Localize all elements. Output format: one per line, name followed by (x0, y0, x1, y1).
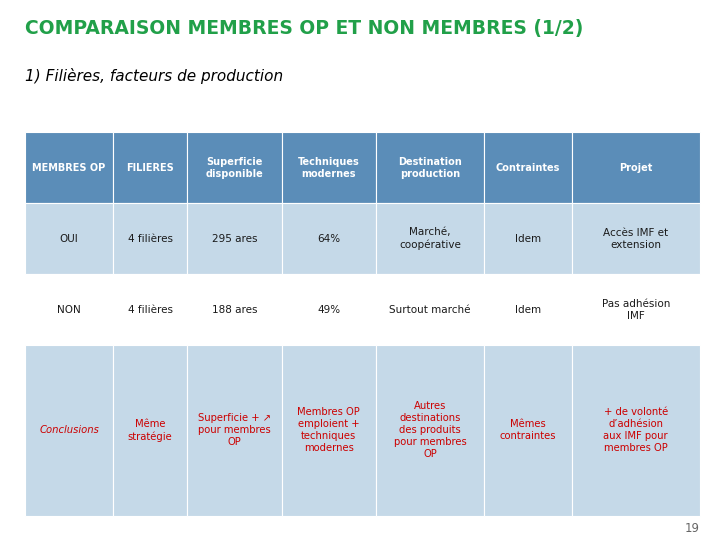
Text: MEMBRES OP: MEMBRES OP (32, 163, 106, 173)
Bar (484, 274, 572, 345)
Bar (572, 203, 700, 274)
Text: 19: 19 (685, 522, 700, 535)
Text: Accès IMF et
extension: Accès IMF et extension (603, 228, 668, 249)
Bar (187, 274, 282, 345)
Text: + de volonté
d’adhésion
aux IMF pour
membres OP: + de volonté d’adhésion aux IMF pour mem… (603, 407, 668, 454)
Text: Conclusions: Conclusions (39, 426, 99, 435)
Bar (187, 203, 282, 274)
Bar (484, 132, 572, 203)
Bar (572, 274, 700, 345)
Text: Contraintes: Contraintes (495, 163, 560, 173)
Bar (484, 203, 572, 274)
Bar (113, 203, 187, 274)
Text: Superficie + ↗
pour membres
OP: Superficie + ↗ pour membres OP (198, 414, 271, 448)
Bar (25, 203, 113, 274)
Text: Idem: Idem (515, 234, 541, 244)
Text: 1) Filières, facteurs de production: 1) Filières, facteurs de production (25, 68, 284, 84)
Text: Projet: Projet (619, 163, 652, 173)
Bar (376, 203, 484, 274)
Bar (282, 345, 376, 516)
Bar (282, 274, 376, 345)
Text: Destination
production: Destination production (398, 157, 462, 179)
Text: Superficie
disponible: Superficie disponible (205, 157, 264, 179)
Text: Membres OP
emploient +
techniques
modernes: Membres OP emploient + techniques modern… (297, 407, 360, 454)
Text: OUI: OUI (60, 234, 78, 244)
Bar (25, 132, 113, 203)
Text: Idem: Idem (515, 305, 541, 315)
Text: NON: NON (57, 305, 81, 315)
Bar (282, 203, 376, 274)
Bar (572, 132, 700, 203)
Bar (187, 132, 282, 203)
Bar (113, 132, 187, 203)
Bar (25, 274, 113, 345)
Bar (113, 345, 187, 516)
Bar (376, 132, 484, 203)
Bar (282, 132, 376, 203)
Text: COMPARAISON MEMBRES OP ET NON MEMBRES (1/2): COMPARAISON MEMBRES OP ET NON MEMBRES (1… (25, 19, 584, 38)
Text: 295 ares: 295 ares (212, 234, 257, 244)
Text: 64%: 64% (318, 234, 341, 244)
Text: Mêmes
contraintes: Mêmes contraintes (500, 420, 556, 441)
Bar (376, 345, 484, 516)
Text: 4 filières: 4 filières (127, 305, 173, 315)
Bar (376, 274, 484, 345)
Bar (25, 345, 113, 516)
Text: Marché,
coopérative: Marché, coopérative (399, 227, 461, 250)
Text: 49%: 49% (318, 305, 341, 315)
Text: 188 ares: 188 ares (212, 305, 257, 315)
Text: Techniques
modernes: Techniques modernes (298, 157, 360, 179)
Text: Surtout marché: Surtout marché (390, 305, 471, 315)
Text: 4 filières: 4 filières (127, 234, 173, 244)
Text: Autres
destinations
des produits
pour membres
OP: Autres destinations des produits pour me… (394, 401, 467, 460)
Bar (484, 345, 572, 516)
Text: Même
stratégie: Même stratégie (127, 419, 172, 442)
Bar (187, 345, 282, 516)
Bar (113, 274, 187, 345)
Bar (572, 345, 700, 516)
Text: Pas adhésion
IMF: Pas adhésion IMF (602, 299, 670, 321)
Text: FILIERES: FILIERES (126, 163, 174, 173)
